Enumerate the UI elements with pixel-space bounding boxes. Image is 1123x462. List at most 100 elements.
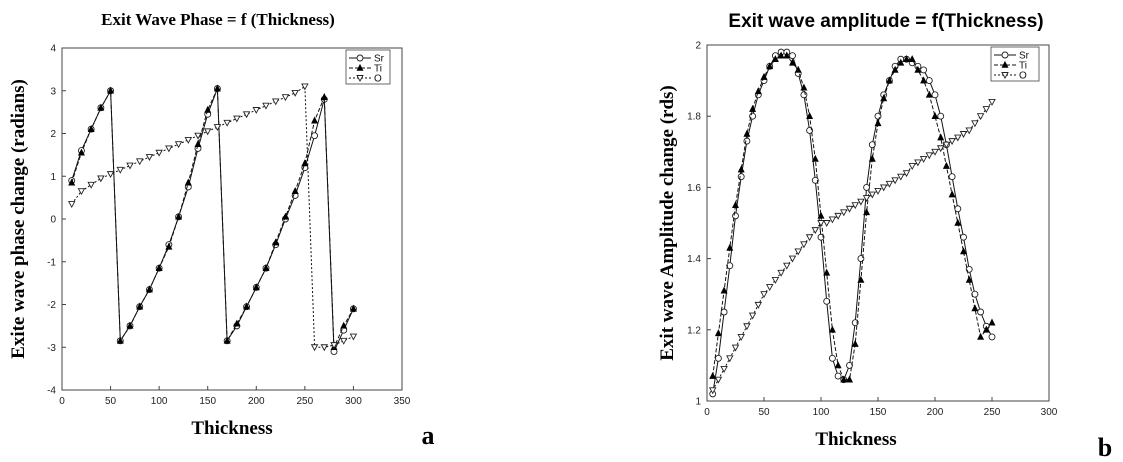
series-sr [709, 48, 996, 398]
legend-marker-sr [1001, 51, 1009, 59]
data-point-o [97, 175, 105, 183]
series-line-ti [712, 55, 993, 381]
data-point-ti [107, 86, 115, 94]
data-point-o [87, 181, 95, 189]
chart-panel-b: Exit wave amplitude = f(Thickness) 0 50 10… [657, 11, 1112, 462]
series-o [708, 99, 996, 395]
x-tick-label: 150 [870, 407, 887, 418]
data-point-ti [988, 318, 996, 326]
chart-a-title: Exit Wave Phase = f (Thickness) [101, 10, 335, 29]
data-point-ti [794, 65, 802, 73]
data-point-ti [920, 76, 928, 84]
data-point-o [959, 131, 968, 138]
data-point-ti [977, 332, 985, 340]
x-tick-label: 250 [297, 396, 314, 407]
data-point-o [788, 255, 797, 263]
chart-b-series [708, 48, 996, 398]
series-line-sr [71, 88, 354, 352]
series-o [67, 83, 358, 352]
chart-b-title: Exit wave amplitude = f(Thickness) [728, 11, 1043, 32]
data-point-o [919, 155, 928, 163]
data-point-ti [948, 190, 956, 198]
data-point-ti [846, 375, 853, 383]
data-point-sr [977, 308, 985, 316]
data-point-ti [971, 304, 979, 312]
data-point-o [320, 344, 329, 352]
x-tick-label: 100 [151, 396, 168, 407]
legend-label-ti: Ti [374, 64, 382, 75]
data-point-ti [868, 154, 876, 162]
data-point-o [291, 89, 299, 97]
x-tick-label: 300 [1041, 407, 1058, 418]
data-point-o [233, 115, 241, 123]
data-point-o [976, 113, 985, 121]
data-point-ti [903, 55, 910, 63]
data-point-ti [743, 129, 751, 137]
y-tick-label: 1.2 [687, 325, 701, 336]
chart-a-plot-frame [61, 47, 403, 391]
data-point-o [942, 141, 951, 149]
data-point-ti [834, 361, 842, 369]
data-point-sr [737, 173, 745, 181]
data-point-o [908, 163, 916, 170]
y-tick-label: 1 [50, 172, 56, 183]
data-point-o [748, 312, 757, 320]
data-point-ti [126, 321, 134, 329]
data-point-sr [811, 176, 819, 184]
y-tick-label: 2 [50, 129, 56, 140]
data-point-o [794, 248, 802, 256]
data-point-o [897, 173, 905, 181]
data-point-o [834, 212, 842, 220]
data-point-o [805, 234, 814, 242]
data-point-ti [272, 238, 280, 246]
data-point-ti [908, 55, 916, 63]
data-point-ti [897, 58, 905, 66]
data-point-o [885, 180, 894, 188]
data-point-ti [262, 263, 270, 271]
data-point-ti [931, 112, 939, 119]
data-point-ti [925, 90, 933, 98]
data-point-o [902, 170, 911, 178]
data-point-ti [223, 336, 231, 344]
data-point-ti [891, 65, 899, 73]
data-point-o [988, 99, 996, 106]
data-point-o [731, 344, 740, 352]
series-line-o [71, 85, 354, 348]
x-tick-label: 200 [927, 407, 944, 418]
data-point-sr [714, 354, 722, 362]
data-point-ti [311, 116, 319, 124]
data-point-ti [243, 302, 251, 310]
data-point-ti [136, 302, 144, 310]
x-tick-label: 0 [59, 396, 65, 407]
data-point-o [349, 333, 358, 341]
data-point-sr [920, 66, 928, 74]
data-point-o [271, 98, 280, 106]
data-point-o [777, 269, 785, 277]
data-point-o [301, 83, 309, 91]
data-point-o [931, 148, 939, 156]
data-point-o [982, 106, 991, 114]
data-point-ti [777, 51, 785, 59]
data-point-o [891, 177, 899, 185]
data-point-o [714, 376, 723, 384]
data-point-o [868, 191, 877, 199]
data-point-ti [789, 58, 796, 66]
data-point-ti [184, 178, 192, 186]
data-point-ti [145, 285, 153, 293]
data-point-ti [97, 103, 105, 111]
data-point-o [851, 202, 859, 210]
data-point-ti [800, 83, 808, 91]
data-point-o [743, 323, 751, 331]
data-point-ti [252, 283, 260, 291]
data-point-o [800, 241, 808, 249]
legend-box [990, 46, 1040, 82]
data-point-ti [874, 119, 882, 127]
data-point-ti [880, 94, 888, 102]
data-point-ti [754, 87, 762, 95]
data-point-o [783, 262, 791, 270]
data-point-o [771, 277, 780, 284]
data-point-sr [988, 333, 996, 341]
data-point-ti [320, 92, 328, 100]
chart-b-ticks: 0 50 100 150 200 250 300 1 1.2 1.4 1.6 1.8 2 [687, 41, 1058, 419]
y-tick-label: -2 [47, 300, 56, 311]
